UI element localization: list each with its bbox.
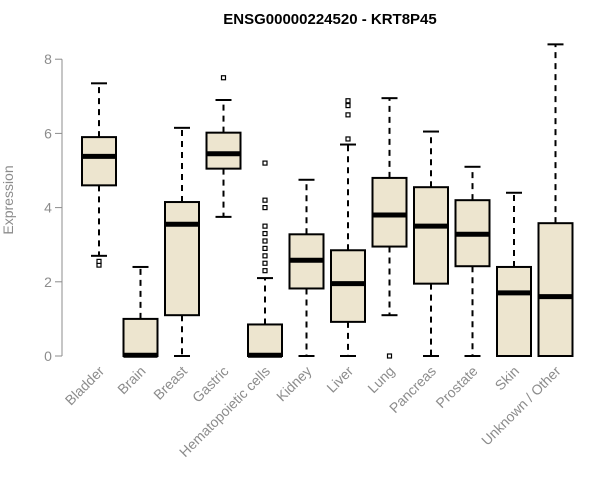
outlier-point [262, 253, 268, 259]
box-kidney [288, 178, 325, 357]
outlier-point [262, 260, 268, 266]
outlier-point [345, 112, 351, 118]
x-tick-label: Bladder [62, 363, 108, 409]
iqr-box [81, 136, 117, 187]
iqr-box [122, 317, 159, 357]
box-pancreas [413, 130, 449, 357]
iqr-box [164, 201, 200, 317]
outlier-point [262, 238, 268, 244]
box-liver [330, 98, 366, 357]
y-tick-label: 6 [44, 125, 52, 141]
outlier-point [345, 102, 351, 109]
box-group [81, 43, 574, 359]
y-axis-label: Expression [0, 165, 16, 234]
outlier-point [262, 268, 268, 274]
outlier-point [96, 258, 102, 264]
outlier-point [386, 353, 393, 359]
box-skin [496, 191, 532, 357]
box-unknown-other [537, 43, 574, 357]
iqr-box [537, 222, 574, 357]
iqr-box [413, 186, 449, 285]
box-hematopoietic-cells [247, 160, 283, 358]
iqr-box [205, 131, 242, 170]
outlier-point [262, 245, 268, 252]
chart-title: ENSG00000224520 - KRT8P45 [223, 11, 436, 28]
iqr-box [496, 265, 532, 357]
y-tick-label: 8 [44, 51, 52, 67]
y-tick-label: 2 [44, 274, 52, 290]
outlier-point [262, 230, 268, 237]
outlier-point [262, 197, 268, 203]
outlier-point [220, 75, 227, 81]
x-tick-label: Brain [114, 363, 148, 397]
y-axis: 0 2 4 6 8 [44, 51, 63, 364]
box-lung [371, 97, 408, 359]
x-tick-label: Unknown / Other [478, 363, 564, 449]
outlier-point [262, 160, 268, 166]
x-tick-label: Breast [150, 363, 190, 403]
outlier-point [345, 98, 351, 104]
box-gastric [205, 75, 242, 218]
y-tick-label: 0 [44, 348, 52, 364]
outlier-point [345, 136, 351, 142]
x-tick-label: Prostate [432, 363, 480, 411]
iqr-box [247, 323, 283, 357]
box-prostate [454, 165, 491, 357]
outlier-point [262, 205, 268, 211]
box-brain [122, 265, 159, 358]
box-bladder [81, 82, 117, 268]
x-tick-label: Skin [492, 363, 523, 394]
y-tick-label: 4 [44, 200, 52, 216]
outlier-point [262, 223, 268, 229]
x-tick-label: Kidney [273, 363, 315, 405]
x-tick-label: Lung [364, 363, 397, 396]
x-tick-label: Liver [323, 363, 356, 396]
box-breast [164, 126, 200, 357]
iqr-box [371, 176, 408, 248]
